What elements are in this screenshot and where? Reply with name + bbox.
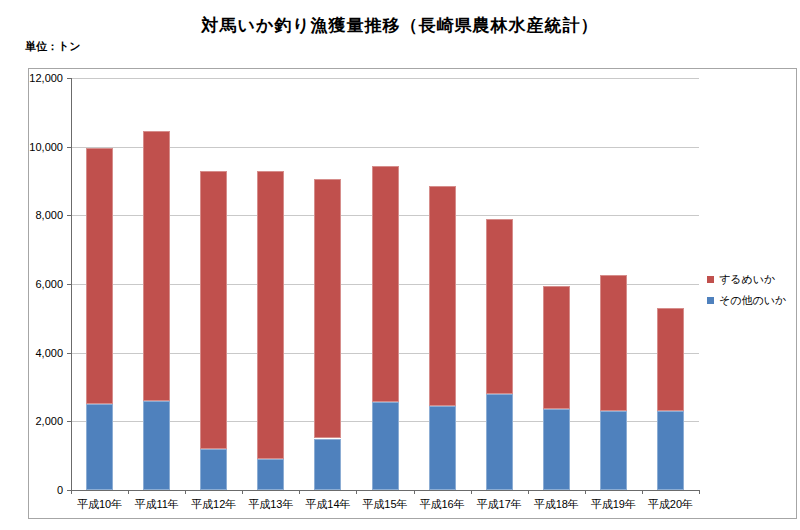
y-axis-line [71, 78, 72, 490]
legend: するめいかその他のいか [707, 269, 786, 311]
x-axis-tick [299, 490, 300, 494]
bar-segment-surumeika [86, 148, 113, 404]
bar-segment-surumeika [200, 171, 227, 449]
x-axis-tick [471, 490, 472, 494]
bar-segment-surumeika [600, 275, 627, 411]
bar-segment-sonota-no-ika [543, 409, 570, 490]
legend-item: その他のいか [707, 290, 786, 311]
bar-segment-surumeika [372, 166, 399, 403]
x-axis-category-label: 平成14年 [299, 498, 356, 511]
legend-marker-icon [707, 276, 714, 283]
x-axis-tick [699, 490, 700, 494]
plot-area: 02,0004,0006,0008,00010,00012,000平成10年平成… [29, 69, 796, 518]
legend-label: するめいか [719, 272, 775, 287]
unit-label: 単位：トン [25, 39, 81, 54]
bar-segment-sonota-no-ika [486, 394, 513, 490]
y-axis-tick-label: 0 [19, 484, 63, 496]
bar-segment-surumeika [429, 186, 456, 406]
y-axis-tick-label: 10,000 [19, 141, 63, 153]
bar-segment-sonota-no-ika [143, 401, 170, 490]
x-axis-category-label: 平成16年 [414, 498, 471, 511]
y-axis-tick-label: 2,000 [19, 415, 63, 427]
bar-segment-surumeika [486, 219, 513, 394]
y-axis-tick-label: 12,000 [19, 72, 63, 84]
bar-segment-sonota-no-ika [372, 402, 399, 490]
legend-item: するめいか [707, 269, 786, 290]
bar-segment-sonota-no-ika [257, 459, 284, 490]
y-axis-tick-label: 8,000 [19, 209, 63, 221]
x-axis-category-label: 平成15年 [356, 498, 413, 511]
x-axis-tick [414, 490, 415, 494]
x-axis-tick [71, 490, 72, 494]
x-axis-tick [642, 490, 643, 494]
y-axis-tick-label: 6,000 [19, 278, 63, 290]
x-axis-category-label: 平成19年 [585, 498, 642, 511]
chart-area: 02,0004,0006,0008,00010,00012,000平成10年平成… [28, 68, 797, 519]
bar-segment-surumeika [657, 308, 684, 411]
x-axis-category-label: 平成13年 [242, 498, 299, 511]
bar-segment-surumeika [257, 171, 284, 459]
x-axis-tick [185, 490, 186, 494]
x-axis-category-label: 平成12年 [185, 498, 242, 511]
bar-segment-sonota-no-ika [429, 406, 456, 490]
x-axis-tick [356, 490, 357, 494]
gridline [71, 78, 699, 79]
bar-segment-surumeika [143, 131, 170, 401]
x-axis-category-label: 平成11年 [128, 498, 185, 511]
y-axis-tick-label: 4,000 [19, 347, 63, 359]
bar-segment-sonota-no-ika [200, 449, 227, 490]
legend-marker-icon [707, 297, 714, 304]
x-axis-line [71, 490, 700, 491]
x-axis-category-label: 平成20年 [642, 498, 699, 511]
legend-label: その他のいか [719, 293, 786, 308]
bar-segment-sonota-no-ika [86, 404, 113, 490]
x-axis-category-label: 平成17年 [471, 498, 528, 511]
x-axis-tick [128, 490, 129, 494]
bar-segment-sonota-no-ika [314, 439, 341, 491]
x-axis-category-label: 平成10年 [71, 498, 128, 511]
x-axis-tick [585, 490, 586, 494]
bar-segment-surumeika [543, 286, 570, 410]
x-axis-category-label: 平成18年 [528, 498, 585, 511]
x-axis-tick [242, 490, 243, 494]
chart-title: 対馬いか釣り漁獲量推移（長崎県農林水産統計） [0, 14, 800, 37]
bar-segment-surumeika [314, 179, 341, 438]
x-axis-tick [528, 490, 529, 494]
bar-segment-sonota-no-ika [657, 411, 684, 490]
bar-segment-sonota-no-ika [600, 411, 627, 490]
